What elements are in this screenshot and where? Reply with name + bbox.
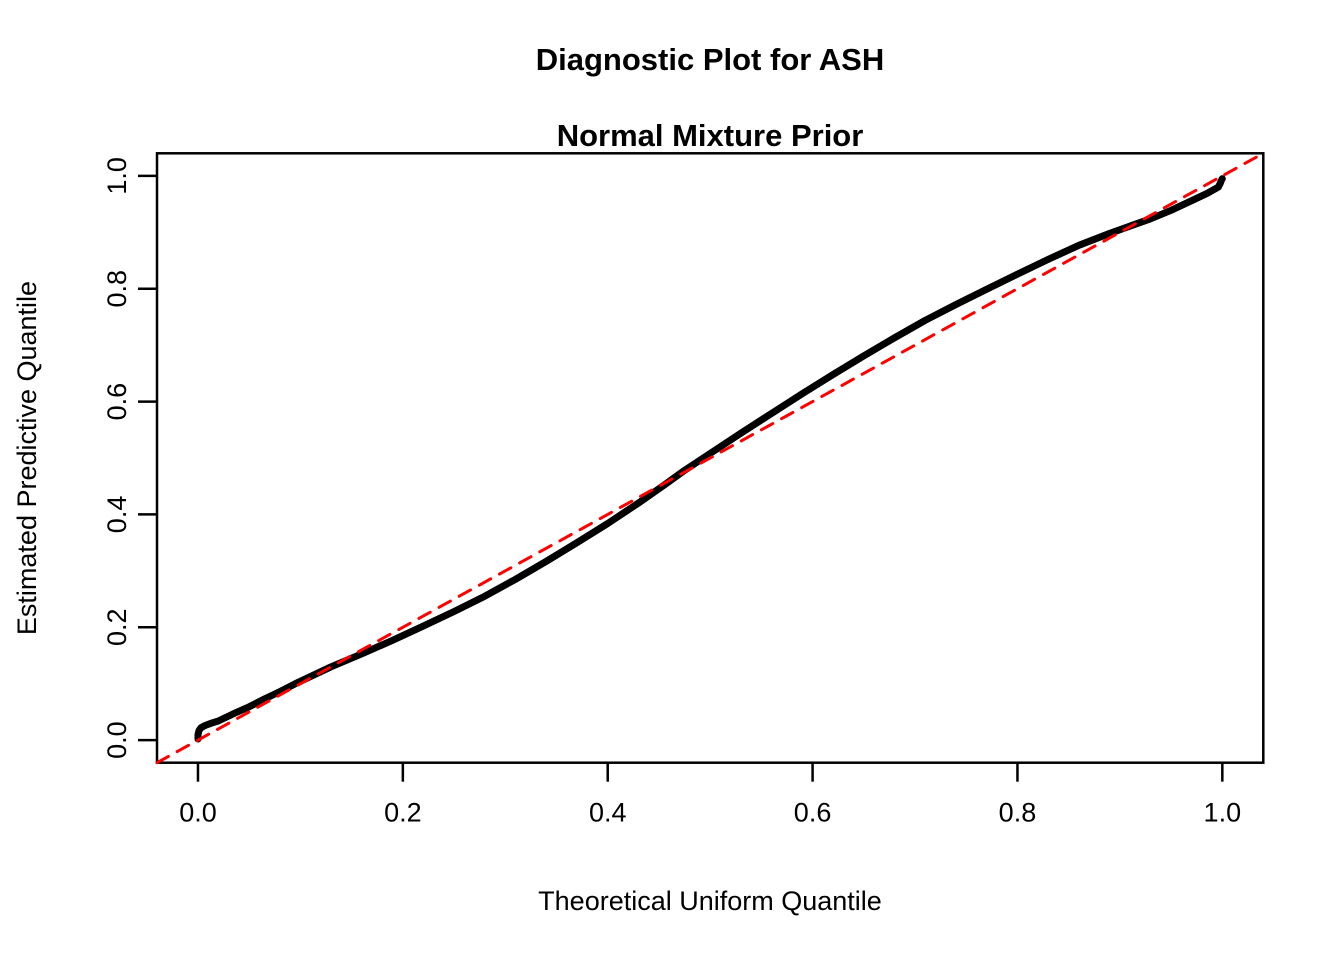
x-axis-tick-label: 0.2 [384, 798, 422, 828]
chart-title: Diagnostic Plot for ASH Normal Mixture P… [157, 41, 1263, 155]
series-estimated-predictive-quantiles [194, 175, 1226, 743]
y-axis-tick-label: 0.4 [102, 496, 132, 534]
y-axis-tick-label: 0.2 [102, 609, 132, 647]
x-axis-tick-label: 0.0 [179, 798, 217, 828]
y-axis-tick-label: 0.6 [102, 383, 132, 421]
chart-title-line2: Normal Mixture Prior [556, 118, 864, 153]
y-axis-tick-label: 0.0 [102, 721, 132, 759]
series-reference-diagonal [155, 151, 1265, 765]
x-axis-tick-label: 1.0 [1204, 798, 1242, 828]
x-axis-tick-label: 0.6 [794, 798, 832, 828]
y-axis-tick-label: 0.8 [102, 270, 132, 308]
x-axis-tick-label: 0.4 [589, 798, 627, 828]
chart-title-line1: Diagnostic Plot for ASH [535, 42, 885, 77]
y-axis-tick-label: 1.0 [102, 157, 132, 195]
plot-box [155, 152, 1265, 764]
x-axis-title: Theoretical Uniform Quantile [538, 886, 882, 916]
y-axis-title: Estimated Predictive Quantile [12, 280, 42, 636]
x-axis-tick-label: 0.8 [999, 798, 1037, 828]
